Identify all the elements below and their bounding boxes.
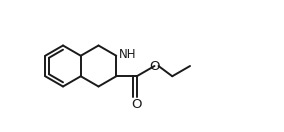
Text: O: O: [149, 60, 160, 72]
Text: O: O: [131, 98, 142, 111]
Text: NH: NH: [119, 48, 136, 61]
